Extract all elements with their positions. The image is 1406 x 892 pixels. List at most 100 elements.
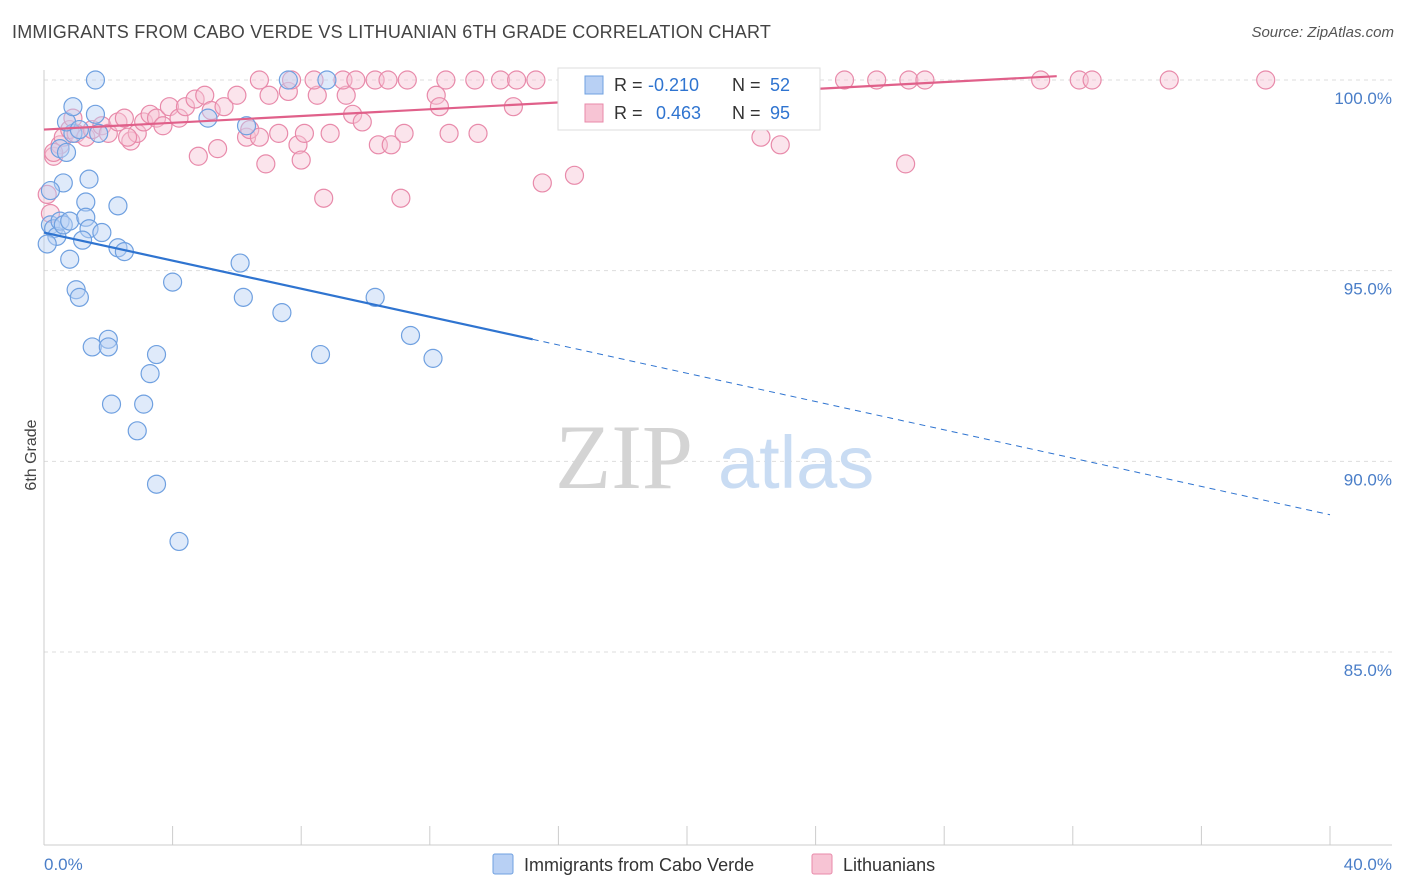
cabo-verde-point: [79, 169, 99, 189]
cabo-verde-point: [37, 234, 57, 254]
lithuanian-point: [269, 123, 289, 143]
lithuanian-point: [307, 85, 327, 105]
x-tick-label-min: 0.0%: [44, 855, 83, 874]
lithuanian-point: [249, 127, 270, 147]
lithuanian-point: [1082, 70, 1102, 90]
cabo-verde-point: [163, 272, 183, 292]
lithuanian-point: [391, 188, 411, 208]
lithuanian-point: [770, 135, 790, 155]
lithuanian-point: [896, 154, 916, 174]
lithuanian-point: [490, 70, 511, 90]
cabo-verde-point: [198, 108, 218, 128]
lithuanian-point: [185, 89, 205, 109]
lithuanian-point: [259, 85, 279, 105]
y-tick-label: 100.0%: [1334, 89, 1392, 108]
lithuanian-point: [751, 127, 771, 147]
lithuanian-point: [346, 70, 366, 90]
cabo-verde-point: [278, 70, 298, 90]
legend-n-value-pink: 95: [770, 103, 790, 123]
lithuanian-point: [378, 70, 398, 90]
cabo-verde-point: [230, 253, 250, 273]
chart-title: IMMIGRANTS FROM CABO VERDE VS LITHUANIAN…: [12, 22, 772, 42]
lithuanian-point: [465, 70, 485, 90]
lithuanian-point: [40, 203, 61, 224]
cabo-verde-point: [69, 119, 89, 140]
legend-swatch-pink: [584, 103, 604, 123]
lithuanian-point: [208, 139, 228, 159]
lithuanian-point: [564, 165, 585, 185]
y-tick-label: 90.0%: [1344, 470, 1392, 489]
lithuanian-point: [507, 70, 527, 90]
lithuanian-point: [1031, 70, 1051, 90]
grid-lines: [44, 79, 1392, 653]
cabo-verde-point: [76, 207, 96, 227]
lithuanian-point: [294, 123, 315, 143]
legend-r-label-pink: R =: [614, 103, 643, 123]
legend-n-label-pink: N =: [732, 103, 761, 123]
cabo-verde-point: [56, 142, 77, 163]
cabo-verde-point: [134, 394, 154, 414]
lithuanian-point: [352, 112, 372, 132]
lithuanian-point: [526, 70, 546, 90]
legend-swatch-blue: [584, 75, 604, 95]
lithuanian-point: [256, 154, 276, 174]
lithuanian-point: [426, 85, 446, 105]
cabo-verde-point: [127, 421, 147, 441]
bottom-legend-swatch-pink: [811, 853, 833, 875]
cabo-verde-point: [233, 287, 253, 307]
cabo-verde-point: [60, 211, 80, 231]
lithuanian-point: [175, 97, 196, 117]
cabo-verde-point: [89, 123, 109, 143]
lithuanian-point: [314, 188, 334, 208]
lithuanian-point: [288, 135, 308, 155]
cabo-verde-point: [317, 70, 337, 90]
cabo-verde-point: [146, 344, 167, 365]
lithuanian-point: [153, 116, 173, 136]
lithuanian-point: [227, 85, 247, 105]
lithuanian-point: [439, 123, 459, 143]
lithuanian-point: [915, 70, 935, 90]
bottom-legend-label-blue: Immigrants from Cabo Verde: [524, 855, 754, 875]
y-axis-title: 6th Grade: [23, 419, 40, 490]
y-tick-label: 95.0%: [1344, 280, 1392, 299]
lithuanian-point: [503, 97, 523, 117]
trend-line-lithuanians: [43, 75, 1057, 131]
cabo-verde-point: [423, 348, 443, 368]
cabo-verde-point: [85, 70, 106, 90]
cabo-verde-point: [69, 287, 89, 307]
trend-lines: [43, 75, 1331, 516]
lithuanian-point: [429, 97, 450, 117]
cabo-verde-point: [92, 222, 112, 243]
cabo-verde-point: [108, 196, 128, 216]
cabo-verde-point: [76, 192, 96, 212]
lithuanian-point: [899, 70, 919, 90]
lithuanian-point: [394, 123, 414, 143]
legend-n-label-blue: N =: [732, 75, 761, 95]
cabo-verde-point: [98, 337, 118, 357]
legend-r-value-blue: -0.210: [648, 75, 699, 95]
cabo-verde-point: [310, 344, 331, 365]
legend-r-value-pink: 0.463: [656, 103, 701, 123]
bottom-legend-swatch-blue: [492, 853, 514, 875]
lithuanian-point: [397, 70, 417, 90]
axes: [43, 70, 1392, 846]
watermark: ZIP atlas: [555, 406, 874, 508]
lithuanian-point: [214, 97, 234, 117]
cabo-verde-point: [101, 394, 122, 414]
y-tick-label: 85.0%: [1344, 661, 1392, 680]
lithuanian-point: [532, 173, 552, 193]
legend: R = -0.210 N = 52 R = 0.463 N = 95: [557, 67, 821, 131]
bottom-legend: Immigrants from Cabo Verde Lithuanians: [492, 853, 935, 875]
lithuanian-point: [278, 81, 298, 102]
lithuanian-point: [1159, 70, 1179, 90]
watermark-atlas: atlas: [718, 421, 874, 504]
cabo-verde-point: [400, 325, 421, 346]
lithuanian-point: [468, 123, 488, 143]
lithuanian-point: [249, 70, 270, 90]
lithuanian-point: [834, 70, 855, 90]
bottom-legend-label-pink: Lithuanians: [843, 855, 935, 875]
cabo-verde-point: [63, 97, 83, 117]
cabo-verde-point: [272, 303, 292, 323]
lithuanian-point: [117, 127, 138, 147]
